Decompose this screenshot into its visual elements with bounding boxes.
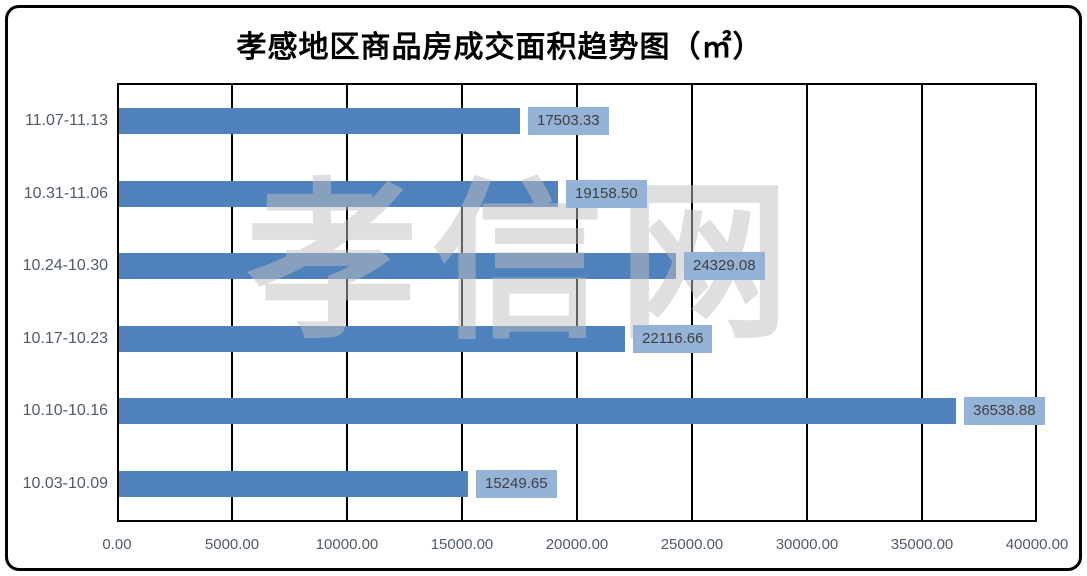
bar-10.17-10.23 xyxy=(119,326,625,352)
bar-value-label: 24329.08 xyxy=(684,252,765,280)
chart-title: 孝感地区商品房成交面积趋势图（㎡） xyxy=(236,31,764,64)
x-axis-tick-label: 25000.00 xyxy=(660,536,724,553)
y-axis-label: 10.31-11.06 xyxy=(23,185,108,202)
x-axis-tick-label: 35000.00 xyxy=(890,536,954,553)
y-axis-label: 10.03-10.09 xyxy=(22,475,108,492)
vertical-gridline xyxy=(346,85,348,520)
bar-value-label: 15249.65 xyxy=(476,470,557,498)
x-axis-tick-label: 15000.00 xyxy=(430,536,494,553)
vertical-gridline xyxy=(691,85,693,520)
bar-10.31-11.06 xyxy=(119,181,558,207)
plot-area: 17503.33 19158.50 24329.08 22116.66 36538.88… xyxy=(117,83,1045,522)
x-axis-tick-label: 30000.00 xyxy=(775,536,839,553)
x-axis-tick-label: 40000.00 xyxy=(1005,536,1069,553)
x-axis-tick-label: 20000.00 xyxy=(545,536,609,553)
vertical-gridline xyxy=(461,85,463,520)
vertical-gridline xyxy=(806,85,808,520)
vertical-gridline xyxy=(576,85,578,520)
y-axis-label: 10.17-10.23 xyxy=(22,330,108,347)
bar-10.10-10.16 xyxy=(119,398,956,424)
bar-value-label: 22116.66 xyxy=(633,325,713,353)
bar-10.03-10.09 xyxy=(119,471,468,497)
vertical-gridline xyxy=(231,85,233,520)
bar-value-label: 17503.33 xyxy=(528,107,609,135)
x-axis-tick-label: 5000.00 xyxy=(204,536,260,553)
bar-value-label: 36538.88 xyxy=(964,397,1045,425)
y-axis-label: 11.07-11.13 xyxy=(24,112,108,129)
x-axis-tick-label: 10000.00 xyxy=(315,536,379,553)
vertical-gridline xyxy=(921,85,923,520)
bar-10.24-10.30 xyxy=(119,253,676,279)
bar-11.07-11.13 xyxy=(119,108,520,134)
bar-value-label: 19158.50 xyxy=(566,180,647,208)
y-axis-label: 10.24-10.30 xyxy=(22,257,108,274)
x-axis-tick-label: 0.00 xyxy=(102,536,132,553)
y-axis-label: 10.10-10.16 xyxy=(22,402,108,419)
